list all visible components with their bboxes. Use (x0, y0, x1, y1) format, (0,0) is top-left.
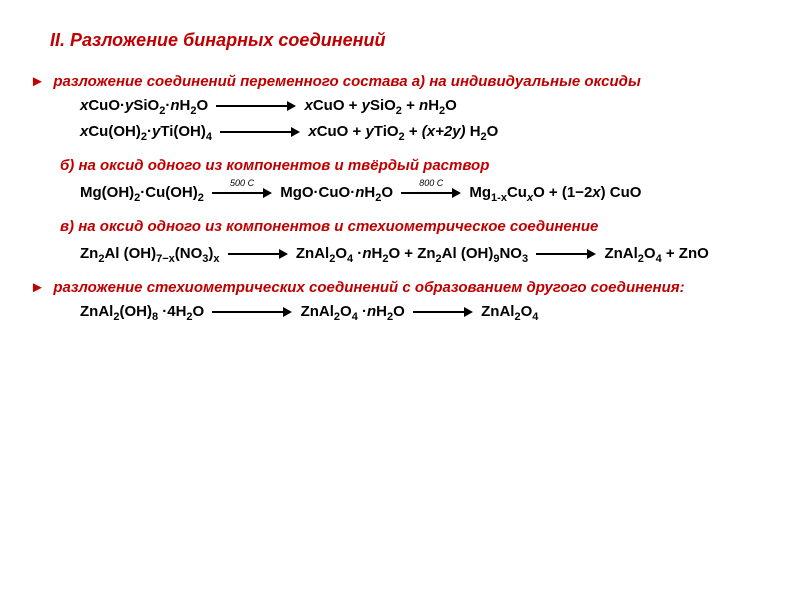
main-title: II. Разложение бинарных соединений (50, 30, 780, 51)
equation-4: Zn2Al (OH)7−x(NO3)x ZnAl2O4 ·nH2O + Zn2A… (80, 245, 780, 265)
arrow-icon (536, 249, 596, 259)
section-c-heading: в) на оксид одного из компонентов и стех… (60, 218, 780, 235)
arrow-icon (220, 127, 300, 137)
equation-2: xCu(OH)2·yTi(OH)4 xCuO + yTiO2 + (x+2y) … (80, 123, 780, 143)
arrow-icon: 500 C (212, 188, 272, 198)
equation-3: Mg(OH)2·Cu(OH)2 500 C MgO·CuO·nH2O 800 C… (80, 184, 780, 204)
arrow-icon (228, 249, 288, 259)
bullet-icon: ► (30, 279, 45, 296)
arrow-icon (413, 307, 473, 317)
section-d-text: разложение стехиометрических соединений … (53, 279, 684, 296)
equation-1: xCuO·ySiO2·nH2O xCuO + ySiO2 + nH2O (80, 97, 780, 117)
section-a-text: разложение соединений переменного состав… (53, 73, 640, 90)
arrow-icon (216, 101, 296, 111)
section-b-heading: б) на оксид одного из компонентов и твёр… (60, 157, 780, 174)
bullet-icon: ► (30, 73, 45, 90)
section-a-heading: ► разложение соединений переменного сост… (30, 73, 780, 91)
equation-5: ZnAl2(OH)8 ·4H2O ZnAl2O4 ·nH2O ZnAl2O4 (80, 303, 780, 323)
slide-content: II. Разложение бинарных соединений ► раз… (0, 0, 800, 349)
arrow-icon: 800 C (401, 188, 461, 198)
arrow-icon (212, 307, 292, 317)
section-d-heading: ► разложение стехиометрических соединени… (30, 279, 780, 297)
